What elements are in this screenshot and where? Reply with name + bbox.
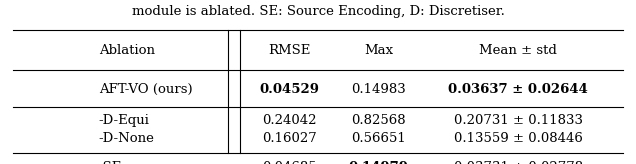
Text: 0.82568: 0.82568 xyxy=(351,114,406,127)
Text: 0.14979: 0.14979 xyxy=(349,161,408,164)
Text: 0.16027: 0.16027 xyxy=(262,132,317,145)
Text: Ablation: Ablation xyxy=(99,43,155,57)
Text: Max: Max xyxy=(364,43,393,57)
Text: 0.04685: 0.04685 xyxy=(262,161,317,164)
Text: -D-None: -D-None xyxy=(99,132,155,145)
Text: module is ablated. SE: Source Encoding, D: Discretiser.: module is ablated. SE: Source Encoding, … xyxy=(132,5,504,18)
Text: AFT-VO (ours): AFT-VO (ours) xyxy=(99,83,192,96)
Text: -SE: -SE xyxy=(99,161,122,164)
Text: 0.13559 ± 0.08446: 0.13559 ± 0.08446 xyxy=(454,132,583,145)
Text: 0.20731 ± 0.11833: 0.20731 ± 0.11833 xyxy=(454,114,583,127)
Text: 0.24042: 0.24042 xyxy=(262,114,317,127)
Text: 0.56651: 0.56651 xyxy=(351,132,406,145)
Text: 0.14983: 0.14983 xyxy=(351,83,406,96)
Text: Mean ± std: Mean ± std xyxy=(480,43,557,57)
Text: RMSE: RMSE xyxy=(268,43,310,57)
Text: 0.03637 ± 0.02644: 0.03637 ± 0.02644 xyxy=(448,83,588,96)
Text: 0.04529: 0.04529 xyxy=(259,83,319,96)
Text: 0.03731 ± 0.02778: 0.03731 ± 0.02778 xyxy=(453,161,583,164)
Text: -D-Equi: -D-Equi xyxy=(99,114,149,127)
